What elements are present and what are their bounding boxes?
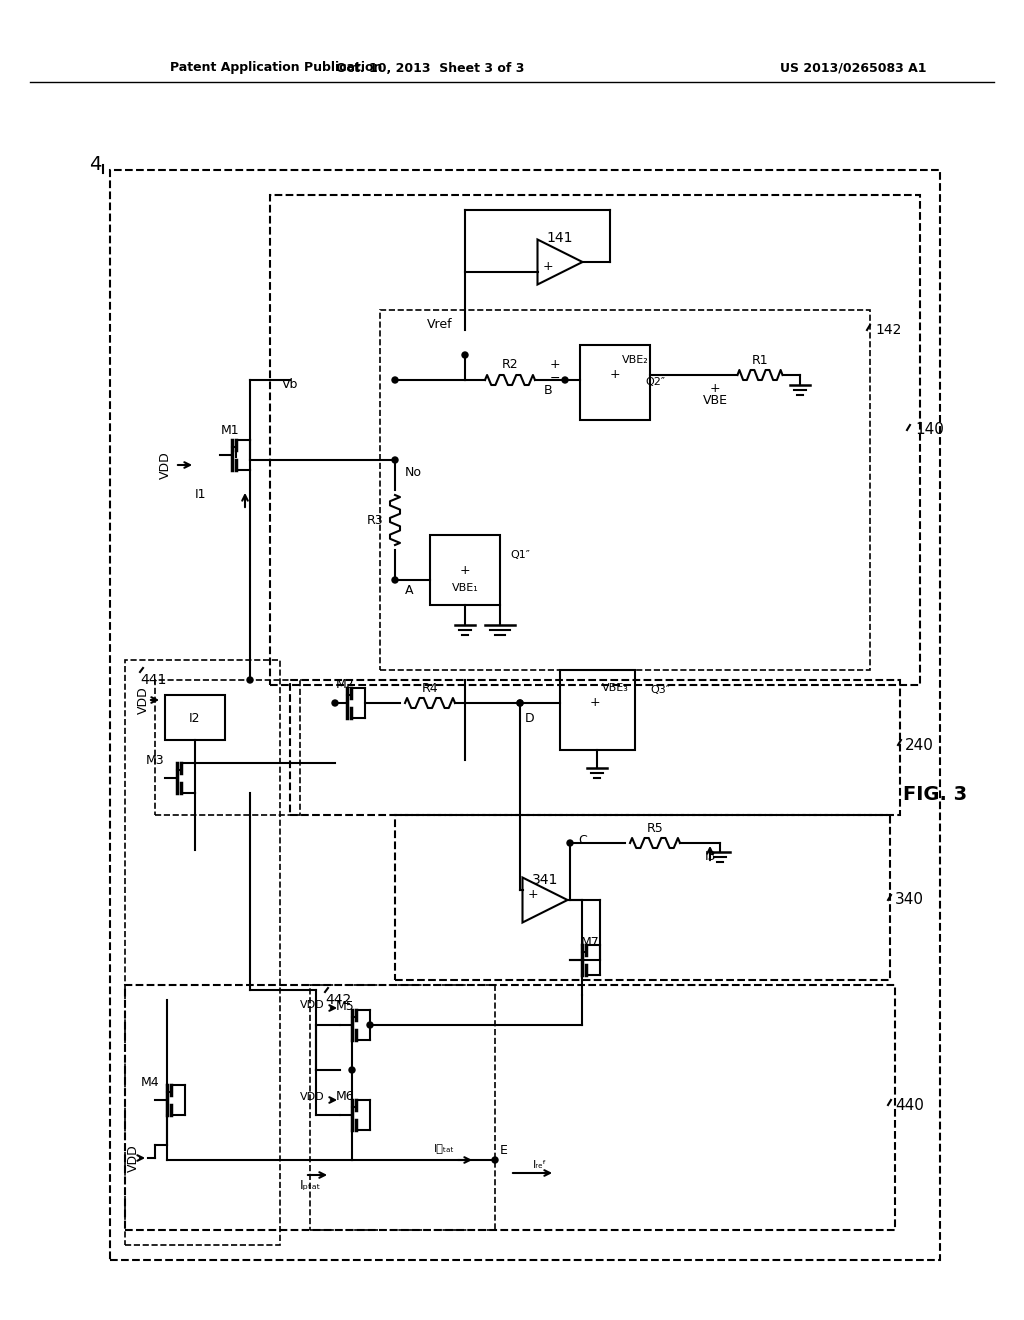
- Circle shape: [367, 1022, 373, 1028]
- Text: No: No: [406, 466, 422, 479]
- Text: B: B: [544, 384, 552, 396]
- Text: C: C: [578, 833, 587, 846]
- Circle shape: [247, 677, 253, 682]
- Text: Patent Application Publication: Patent Application Publication: [170, 62, 382, 74]
- Bar: [165, 696, 225, 741]
- Bar: [290, 680, 900, 814]
- Text: VBE₃: VBE₃: [601, 682, 629, 693]
- Text: D: D: [525, 711, 535, 725]
- Text: +: +: [590, 697, 600, 710]
- Circle shape: [332, 700, 338, 706]
- Text: M1: M1: [221, 424, 240, 437]
- Circle shape: [517, 700, 523, 706]
- Text: Q3″: Q3″: [650, 685, 670, 696]
- Bar: [560, 671, 635, 750]
- Text: −: −: [550, 371, 560, 384]
- Circle shape: [517, 700, 523, 706]
- Text: VDD: VDD: [159, 451, 171, 479]
- Text: VBE₂: VBE₂: [622, 355, 648, 366]
- Text: VDD: VDD: [127, 1144, 139, 1172]
- Text: I2: I2: [189, 711, 201, 725]
- Circle shape: [567, 840, 573, 846]
- Text: Iᵣₑᶠ: Iᵣₑᶠ: [534, 1160, 547, 1170]
- Text: M5: M5: [336, 1001, 354, 1014]
- Bar: [395, 814, 890, 979]
- Text: R2: R2: [502, 358, 518, 371]
- Circle shape: [562, 378, 568, 383]
- Text: 141: 141: [547, 231, 573, 246]
- Text: 240: 240: [905, 738, 934, 752]
- Text: Q2″: Q2″: [645, 378, 665, 387]
- Text: +: +: [542, 260, 553, 273]
- Text: VBE₁: VBE₁: [452, 583, 478, 593]
- Text: 4: 4: [89, 156, 101, 174]
- Text: 440: 440: [895, 1097, 924, 1113]
- Text: I3: I3: [705, 850, 716, 863]
- Text: US 2013/0265083 A1: US 2013/0265083 A1: [780, 62, 927, 74]
- Text: 442: 442: [325, 993, 351, 1007]
- Circle shape: [392, 378, 398, 383]
- Text: 340: 340: [895, 892, 924, 908]
- Text: Vref: Vref: [427, 318, 453, 331]
- Text: R5: R5: [646, 821, 664, 834]
- Text: Vb: Vb: [282, 379, 298, 392]
- Text: Q1″: Q1″: [510, 550, 530, 560]
- Bar: [580, 345, 650, 420]
- Circle shape: [492, 1158, 498, 1163]
- Text: FIG. 3: FIG. 3: [903, 785, 967, 804]
- Circle shape: [392, 457, 398, 463]
- Text: +: +: [460, 564, 470, 577]
- Text: VDD: VDD: [300, 1001, 325, 1010]
- Text: 341: 341: [531, 873, 558, 887]
- Text: 441: 441: [140, 673, 166, 686]
- Bar: [125, 985, 895, 1230]
- Bar: [270, 195, 920, 685]
- Text: 142: 142: [874, 323, 901, 337]
- Text: R4: R4: [422, 681, 438, 694]
- Bar: [155, 680, 300, 814]
- Text: +: +: [710, 381, 720, 395]
- Text: +: +: [527, 888, 538, 902]
- Circle shape: [462, 352, 468, 358]
- Text: A: A: [406, 583, 414, 597]
- Text: E: E: [500, 1143, 508, 1156]
- Bar: [125, 660, 280, 1245]
- Text: +: +: [609, 368, 621, 381]
- Circle shape: [349, 1067, 355, 1073]
- Text: +: +: [550, 359, 560, 371]
- Text: M3: M3: [145, 754, 164, 767]
- Text: M7: M7: [581, 936, 599, 949]
- Text: Iₚₜₐₜ: Iₚₜₐₜ: [299, 1179, 321, 1192]
- Text: 140: 140: [915, 422, 944, 437]
- Text: M2: M2: [336, 678, 354, 692]
- Bar: [310, 985, 495, 1230]
- Bar: [430, 535, 500, 605]
- Text: M6: M6: [336, 1090, 354, 1104]
- Text: I1: I1: [195, 488, 206, 502]
- Text: R3: R3: [367, 513, 383, 527]
- Text: IⲜₜₐₜ: IⲜₜₐₜ: [434, 1143, 455, 1152]
- Text: M4: M4: [140, 1076, 160, 1089]
- Text: R1: R1: [752, 354, 768, 367]
- Text: VDD: VDD: [136, 686, 150, 714]
- Text: VDD: VDD: [300, 1092, 325, 1102]
- Bar: [380, 310, 870, 671]
- Circle shape: [392, 577, 398, 583]
- Text: Oct. 10, 2013  Sheet 3 of 3: Oct. 10, 2013 Sheet 3 of 3: [336, 62, 524, 74]
- Bar: [110, 170, 940, 1261]
- Text: VBE: VBE: [702, 393, 727, 407]
